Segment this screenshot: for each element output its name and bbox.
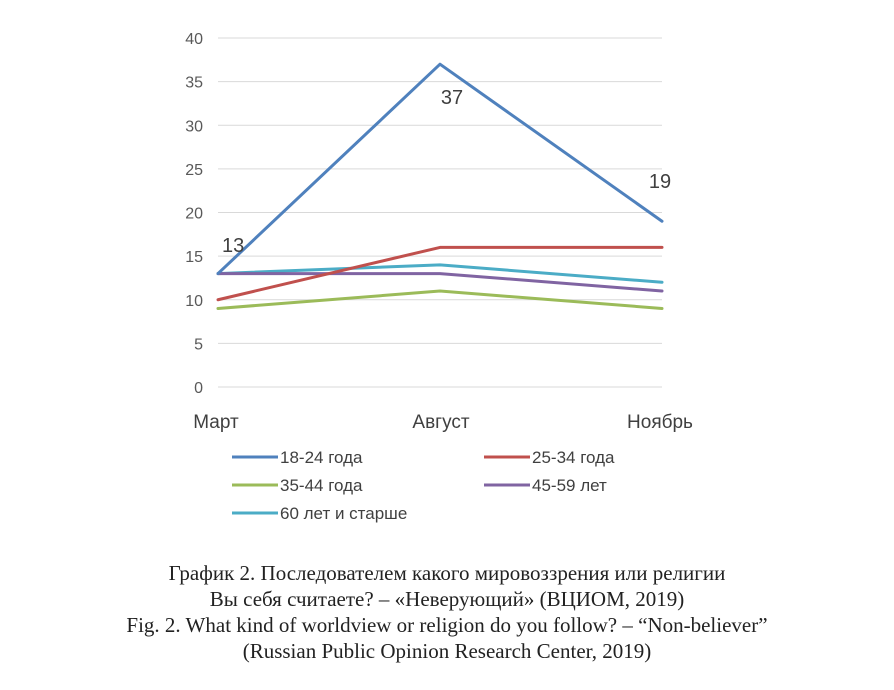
- y-tick-label: 25: [185, 162, 203, 179]
- y-tick-label: 10: [185, 293, 203, 310]
- data-label: 37: [441, 87, 463, 109]
- y-axis-ticks: 0 5 10 15 20 25 30 35 40: [185, 31, 203, 397]
- caption-line-ru-1: График 2. Последователем какого мировозз…: [168, 561, 726, 585]
- gridlines: [218, 37, 662, 388]
- y-tick-label: 0: [194, 380, 203, 397]
- data-label: 13: [222, 235, 244, 257]
- y-tick-label: 20: [185, 206, 203, 223]
- legend: 18-24 года 25-34 года 35-44 года 45-59 лет 6…: [232, 448, 615, 523]
- caption-line-en-1: Fig. 2. What kind of worldview or religi…: [126, 613, 768, 637]
- x-axis-categories: Март Август Ноябрь: [193, 412, 693, 433]
- legend-label: 60 лет и старше: [280, 504, 407, 523]
- series-line-3: [216, 289, 664, 310]
- series-line-1: [216, 62, 664, 276]
- line-chart: 0 5 10 15 20 25 30 35 40 Март Август Ноябрь 13 37 19…: [185, 31, 693, 523]
- y-tick-label: 5: [194, 336, 203, 353]
- figure-caption: График 2. Последователем какого мировозз…: [0, 560, 894, 664]
- y-tick-label: 35: [185, 75, 203, 92]
- x-category-label: Ноябрь: [627, 412, 693, 433]
- series-line-4: [216, 272, 664, 293]
- legend-label: 18-24 года: [280, 448, 363, 467]
- y-tick-label: 15: [185, 249, 203, 266]
- caption-line-ru-2: Вы себя считаете? – «Неверующий» (ВЦИОМ,…: [209, 587, 685, 611]
- series-line-2: [216, 245, 664, 302]
- x-category-label: Август: [412, 412, 469, 433]
- x-category-label: Март: [193, 412, 239, 433]
- series-line-5: [216, 263, 664, 284]
- data-label: 19: [649, 171, 671, 193]
- y-tick-label: 30: [185, 118, 203, 135]
- legend-label: 35-44 года: [280, 476, 363, 495]
- legend-label: 45-59 лет: [532, 476, 607, 495]
- caption-line-en-2: (Russian Public Opinion Research Center,…: [242, 639, 652, 663]
- legend-label: 25-34 года: [532, 448, 615, 467]
- y-tick-label: 40: [185, 31, 203, 48]
- series-lines: [216, 62, 664, 310]
- data-labels: 13 37 19: [222, 87, 671, 257]
